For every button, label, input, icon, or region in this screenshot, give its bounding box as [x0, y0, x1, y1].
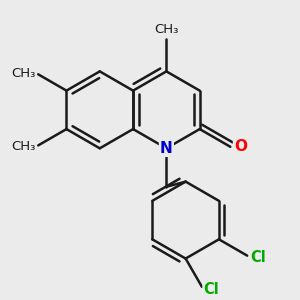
Text: N: N — [160, 141, 173, 156]
Text: O: O — [234, 139, 247, 154]
Text: CH₃: CH₃ — [12, 67, 36, 80]
Text: Cl: Cl — [203, 282, 219, 297]
Text: Cl: Cl — [250, 250, 266, 265]
Text: CH₃: CH₃ — [154, 23, 178, 36]
Text: CH₃: CH₃ — [12, 140, 36, 153]
